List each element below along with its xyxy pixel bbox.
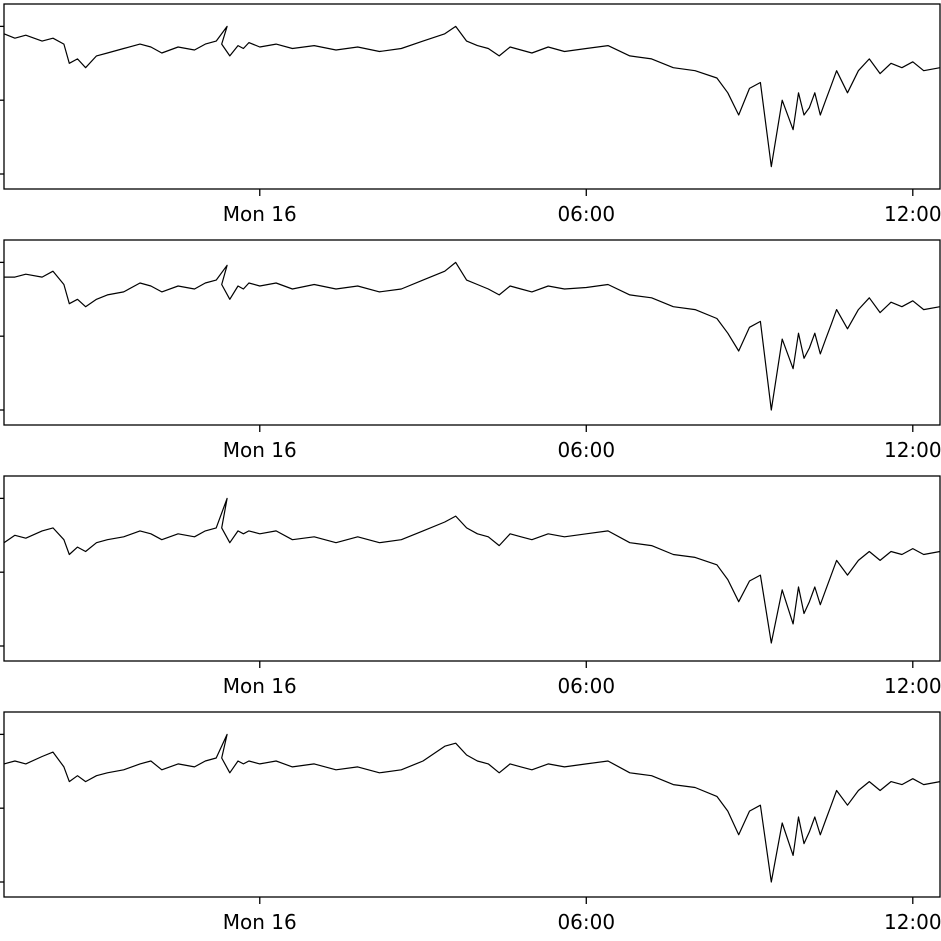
x-tick-label: 06:00: [557, 438, 615, 462]
x-tick-label: Mon 16: [223, 202, 297, 226]
series-line: [3, 733, 941, 883]
x-tick-label: 06:00: [557, 674, 615, 698]
x-tick-label: 06:00: [557, 202, 615, 226]
x-tick-label: Mon 16: [223, 910, 297, 934]
x-tick-label: Mon 16: [223, 438, 297, 462]
axes-frame: [3, 711, 941, 898]
series-line: [3, 497, 941, 644]
axes-frame: [3, 475, 941, 662]
panel-4: Mon 16 06:00 12:00: [0, 711, 941, 934]
axes-frame: [3, 3, 941, 190]
panel-1: Mon 16 06:00 12:00: [0, 3, 941, 226]
x-tick-label: 12:00: [884, 438, 941, 462]
x-tick-label: Mon 16: [223, 674, 297, 698]
x-tick-label: 12:00: [884, 674, 941, 698]
x-tick-label: 06:00: [557, 910, 615, 934]
x-tick-label: 12:00: [884, 910, 941, 934]
panel-2: Mon 16 06:00 12:00: [0, 239, 941, 462]
axes-frame: [3, 239, 941, 426]
series-line: [3, 25, 941, 168]
panel-3: Mon 16 06:00 12:00: [0, 475, 941, 698]
x-tick-label: 12:00: [884, 202, 941, 226]
series-line: [4, 261, 941, 411]
